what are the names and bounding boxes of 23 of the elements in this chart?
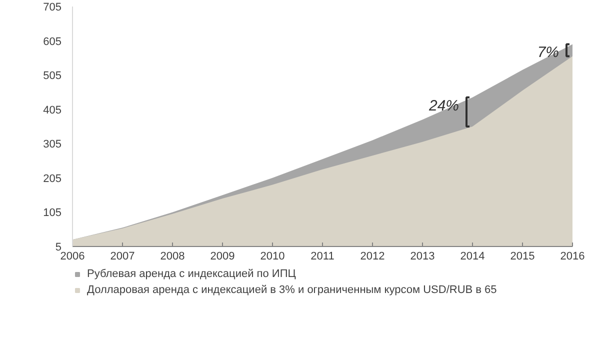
legend-label: Долларовая аренда с индексацией в 3% и ограниченным курсом USD/RUB в 65 — [87, 284, 497, 296]
x-tick-label: 2009 — [210, 250, 235, 262]
x-tick-label: 2008 — [160, 250, 185, 262]
annotation: 7% — [537, 44, 560, 62]
x-tick-label: 2014 — [460, 250, 485, 262]
y-tick-label: 405 — [43, 104, 62, 116]
y-tick-label: 105 — [43, 207, 62, 220]
x-tick-label: 2016 — [560, 250, 585, 262]
x-tick-label: 2015 — [510, 250, 535, 262]
legend-label: Рублевая аренда с индексацией по ИПЦ — [87, 268, 296, 280]
annotation: 24% — [428, 97, 460, 114]
x-tick-label: 2013 — [410, 250, 435, 262]
y-tick-label: 305 — [43, 138, 62, 151]
y-tick-label: 705 — [43, 2, 62, 14]
x-tick-label: 2012 — [360, 250, 385, 262]
y-tick-label: 605 — [43, 36, 62, 48]
x-tick-label: 2006 — [60, 250, 85, 262]
y-tick-label: 505 — [43, 70, 62, 82]
y-tick-label: 205 — [43, 172, 62, 185]
y-tick-label: 5 — [55, 242, 62, 254]
x-tick-label: 2007 — [110, 250, 135, 262]
x-tick-label: 2010 — [260, 250, 285, 262]
x-tick-label: 2011 — [310, 250, 334, 262]
